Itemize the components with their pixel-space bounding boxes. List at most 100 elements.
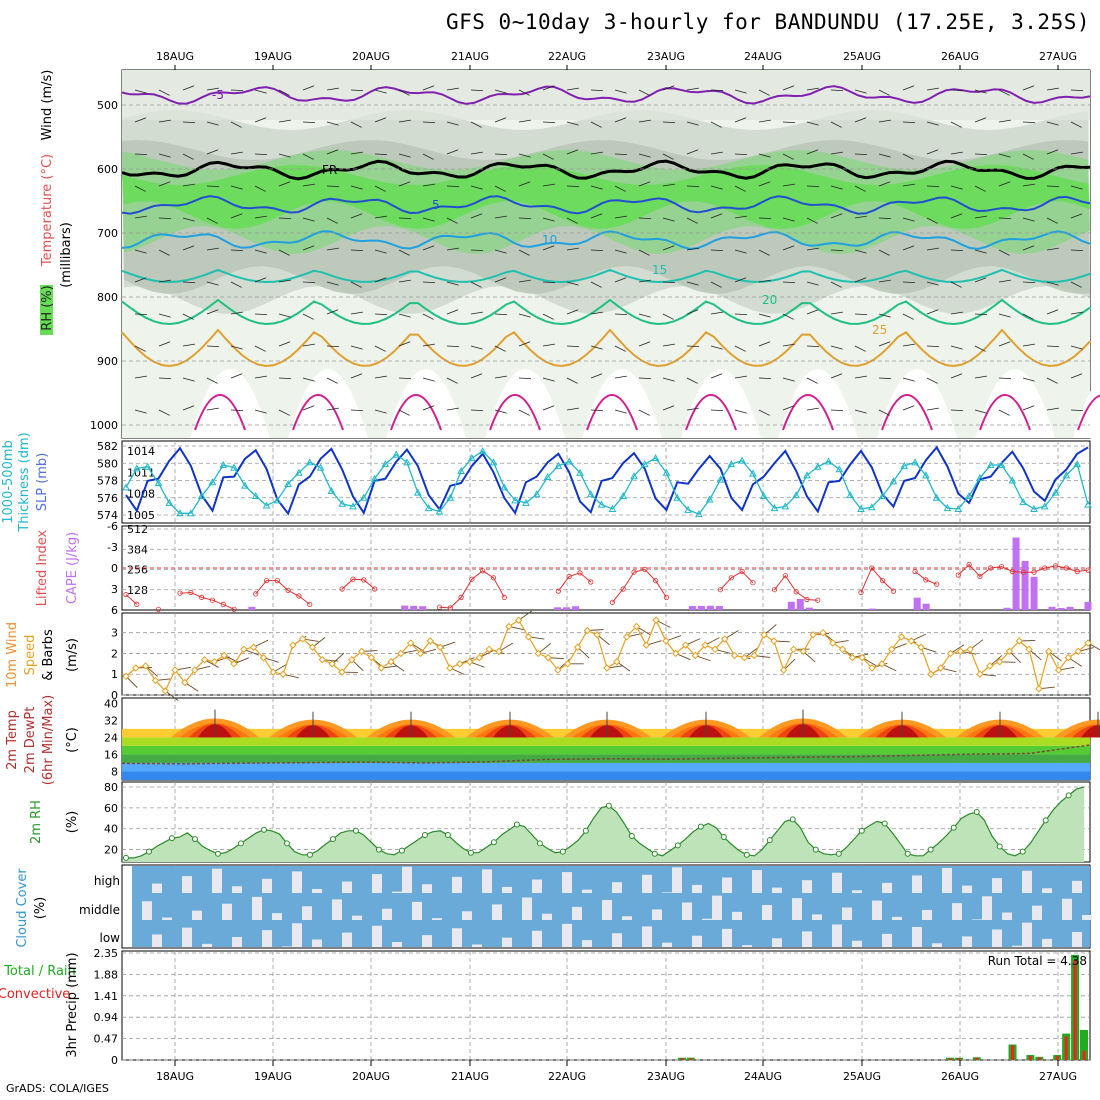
wind-barb-upper xyxy=(1046,87,1059,91)
wind-speed-point xyxy=(779,666,788,674)
wind-barb-upper xyxy=(134,153,148,156)
wind-barb-upper xyxy=(902,377,915,382)
wind-barb-10m xyxy=(803,651,816,663)
wind-barb-upper xyxy=(878,377,892,380)
wind-barb-upper xyxy=(590,373,603,379)
thickness-point xyxy=(381,460,390,468)
rh2m-point xyxy=(421,831,428,838)
wind-barb-upper xyxy=(974,313,988,316)
cloud-fill xyxy=(1012,945,1022,947)
wind-barb-upper xyxy=(806,121,819,126)
cloud-fill xyxy=(422,884,432,893)
wind-barb-upper xyxy=(470,311,483,315)
wind-barb-upper xyxy=(1070,151,1083,155)
wind-barb-upper xyxy=(158,377,172,380)
wind-barb-upper xyxy=(566,121,579,126)
wind-barb-upper xyxy=(1022,153,1034,160)
thickness-point xyxy=(965,491,973,500)
wind-barb-upper xyxy=(446,121,459,126)
wind-barb-upper xyxy=(398,249,410,256)
cloud-fill xyxy=(792,898,802,920)
wind-speed-point xyxy=(868,664,876,672)
wind-barb-upper xyxy=(302,85,315,91)
wind-barb-upper xyxy=(398,181,411,187)
wind-barb-upper xyxy=(374,409,387,414)
wind-speed-point xyxy=(328,660,336,668)
thickness-point xyxy=(522,498,530,506)
wind-barb-upper xyxy=(566,377,578,384)
thickness-point xyxy=(338,499,347,507)
cloud-fill xyxy=(992,929,1002,947)
cloud-fill xyxy=(852,890,862,893)
wind-barb-upper xyxy=(854,185,866,192)
wind-barb-upper xyxy=(278,313,291,318)
wind-barb-upper xyxy=(998,313,1011,318)
li-point xyxy=(480,568,486,574)
wind-barb-upper xyxy=(1070,249,1084,252)
wind-barb-upper xyxy=(902,313,914,320)
wind-barb-upper xyxy=(422,313,434,320)
wind-speed-point xyxy=(1074,647,1082,656)
rh2m-point xyxy=(444,831,451,838)
wind-speed-point xyxy=(1045,647,1053,656)
wind-barb-upper xyxy=(518,181,531,187)
wind-barb-upper xyxy=(446,309,459,315)
li-point xyxy=(815,597,821,603)
date-label-bottom-4: 21AUG xyxy=(451,1070,489,1083)
wind-barb-upper xyxy=(662,217,675,222)
footer-credit: GrADS: COLA/IGES xyxy=(6,1082,109,1095)
rh2m-point xyxy=(168,835,175,842)
li-point xyxy=(134,601,140,608)
cloud-fill xyxy=(612,933,622,947)
wind-speed-point xyxy=(387,658,395,666)
wind-barb-upper xyxy=(494,313,508,316)
date-label-bottom-2: 19AUG xyxy=(254,1070,292,1083)
wind-speed-point xyxy=(475,653,484,662)
wind-speed-point xyxy=(505,622,513,631)
rh2m-point xyxy=(306,851,313,858)
p1-ytick-6: 1000 xyxy=(90,419,118,432)
wind-speed-point xyxy=(122,672,130,681)
wind-barb-upper xyxy=(206,247,219,251)
wind-barb-upper xyxy=(1046,247,1059,251)
wind-barb-upper xyxy=(686,121,699,126)
rh-dry-dome-7 xyxy=(778,369,858,438)
rh2m-area xyxy=(122,787,1084,862)
rh2m-point xyxy=(1065,792,1072,799)
wind-speed-point xyxy=(917,643,925,651)
wind-speed-point xyxy=(1084,639,1092,647)
wind-barb-upper xyxy=(878,89,890,96)
cape-bar xyxy=(787,601,795,610)
wind-barb-upper xyxy=(974,117,987,123)
cape-bar xyxy=(419,606,427,610)
wind-barb-upper xyxy=(566,345,580,348)
wind-speed-point xyxy=(485,645,493,654)
p6-ytick-2: 40 xyxy=(104,823,118,836)
thickness-point xyxy=(1073,460,1082,468)
p5-label-2: 2m DewPt xyxy=(23,707,38,774)
wind-barb-upper xyxy=(830,185,843,190)
wind-barb-upper xyxy=(422,245,435,251)
rh-dry-dome-5 xyxy=(582,369,662,438)
wind-barb-upper xyxy=(134,215,147,219)
cape-bar xyxy=(697,605,705,610)
wind-barb-upper xyxy=(206,309,219,315)
wind-barb-upper xyxy=(158,119,171,123)
wind-barb-upper xyxy=(446,407,459,411)
date-label-bottom-6: 23AUG xyxy=(647,1070,685,1083)
wind-speed-point xyxy=(269,668,277,676)
wind-barb-upper xyxy=(950,373,963,379)
rh2m-point xyxy=(674,842,681,849)
cape-bar xyxy=(401,605,409,610)
li-point xyxy=(631,569,637,575)
cloud-fill xyxy=(312,939,322,947)
wind-barb-upper xyxy=(542,85,555,91)
cloud-fill xyxy=(392,942,402,947)
wind-barb-upper xyxy=(206,377,218,384)
temp-stripe-1 xyxy=(122,771,1090,780)
wind-barb-upper xyxy=(662,153,674,160)
isotherm-4 xyxy=(121,230,1091,250)
wind-barb-upper xyxy=(470,89,484,92)
li-point xyxy=(490,575,497,581)
wind-barb-upper xyxy=(542,121,556,124)
